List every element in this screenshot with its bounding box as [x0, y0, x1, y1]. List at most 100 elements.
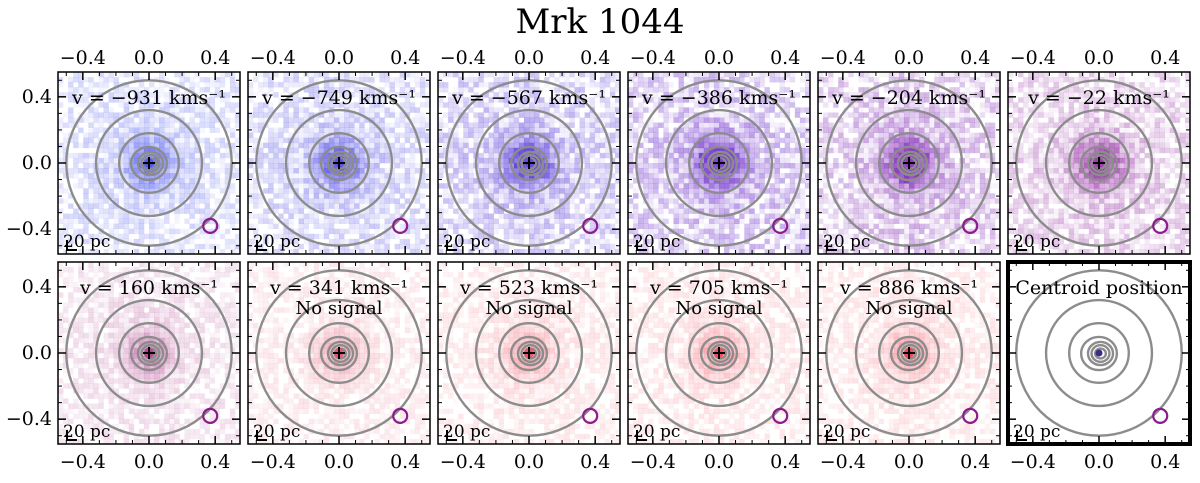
map-pixel	[734, 233, 740, 240]
map-pixel	[838, 87, 844, 93]
map-pixel	[453, 72, 459, 78]
map-pixel	[318, 203, 325, 209]
map-pixel	[318, 248, 325, 254]
map-pixel	[164, 238, 170, 245]
map-pixel	[579, 127, 585, 133]
map-pixel	[569, 243, 575, 250]
map-pixel	[673, 198, 679, 204]
map-pixel	[688, 183, 695, 189]
map-pixel	[63, 228, 69, 235]
map-pixel	[673, 152, 679, 159]
map-pixel	[693, 223, 700, 230]
map-pixel	[333, 238, 340, 245]
map-pixel	[893, 82, 900, 88]
map-pixel	[544, 228, 550, 235]
map-pixel	[789, 248, 796, 254]
map-pixel	[344, 142, 350, 149]
map-pixel	[483, 243, 489, 250]
map-pixel	[529, 228, 535, 235]
map-pixel	[703, 157, 710, 164]
map-pixel	[354, 77, 360, 83]
map-pixel	[303, 238, 309, 245]
map-pixel	[219, 157, 226, 164]
map-pixel	[774, 122, 780, 128]
map-pixel	[633, 243, 639, 250]
map-pixel	[68, 243, 74, 250]
map-pixel	[734, 102, 740, 108]
map-pixel	[288, 198, 294, 204]
map-pixel	[804, 107, 810, 113]
map-pixel	[493, 82, 499, 88]
map-pixel	[389, 107, 395, 113]
map-pixel	[774, 233, 780, 240]
map-pixel	[414, 238, 421, 245]
map-pixel	[888, 168, 895, 174]
map-pixel	[693, 77, 700, 83]
map-pixel	[229, 238, 236, 245]
map-pixel	[443, 233, 449, 240]
map-pixel	[333, 97, 340, 103]
map-pixel	[539, 127, 545, 133]
map-pixel	[128, 193, 135, 199]
map-pixel	[713, 127, 720, 133]
map-pixel	[888, 223, 895, 230]
map-pixel	[58, 147, 64, 154]
map-pixel	[214, 203, 221, 209]
map-pixel	[513, 107, 520, 113]
map-pixel	[308, 243, 315, 250]
map-pixel	[184, 238, 190, 245]
map-pixel	[159, 243, 165, 250]
map-pixel	[729, 122, 735, 128]
map-pixel	[703, 198, 710, 204]
map-pixel	[103, 188, 109, 194]
map-pixel	[693, 87, 700, 93]
map-pixel	[764, 248, 770, 254]
map-pixel	[283, 107, 289, 113]
map-pixel	[628, 92, 634, 98]
map-pixel	[503, 137, 510, 144]
map-pixel	[83, 223, 89, 230]
map-pixel	[779, 147, 786, 154]
map-pixel	[263, 112, 269, 118]
map-pixel	[268, 163, 274, 169]
map-pixel	[194, 208, 200, 214]
map-pixel	[359, 107, 365, 113]
map-pixel	[164, 193, 170, 199]
map-pixel	[98, 112, 104, 118]
contour-level	[330, 154, 351, 173]
map-pixel	[739, 107, 745, 113]
map-pixel	[823, 92, 829, 98]
map-pixel	[868, 107, 874, 113]
map-pixel	[493, 223, 499, 230]
map-pixel	[888, 228, 895, 235]
map-pixel	[364, 72, 370, 78]
map-pixel	[483, 112, 489, 118]
map-pixel	[103, 248, 109, 254]
map-pixel	[93, 137, 99, 144]
map-pixel	[128, 188, 135, 194]
map-pixel	[83, 228, 89, 235]
map-pixel	[143, 193, 150, 199]
map-pixel	[369, 198, 375, 204]
map-pixel	[668, 157, 674, 164]
map-pixel	[628, 97, 634, 103]
map-pixel	[513, 127, 520, 133]
map-pixel	[108, 223, 114, 230]
map-pixel	[159, 87, 165, 93]
map-pixel	[323, 233, 330, 240]
map-pixel	[564, 157, 570, 164]
map-pixel	[729, 87, 735, 93]
map-pixel	[68, 152, 74, 159]
map-pixel	[424, 208, 430, 214]
map-pixel	[719, 203, 725, 209]
map-pixel	[389, 183, 395, 189]
map-pixel	[698, 142, 705, 149]
map-pixel	[503, 117, 510, 123]
map-pixel	[409, 223, 416, 230]
map-pixel	[108, 173, 114, 179]
map-pixel	[359, 97, 365, 103]
map-pixel	[858, 87, 864, 93]
map-pixel	[779, 87, 786, 93]
map-pixel	[638, 117, 644, 123]
map-pixel	[438, 137, 444, 144]
